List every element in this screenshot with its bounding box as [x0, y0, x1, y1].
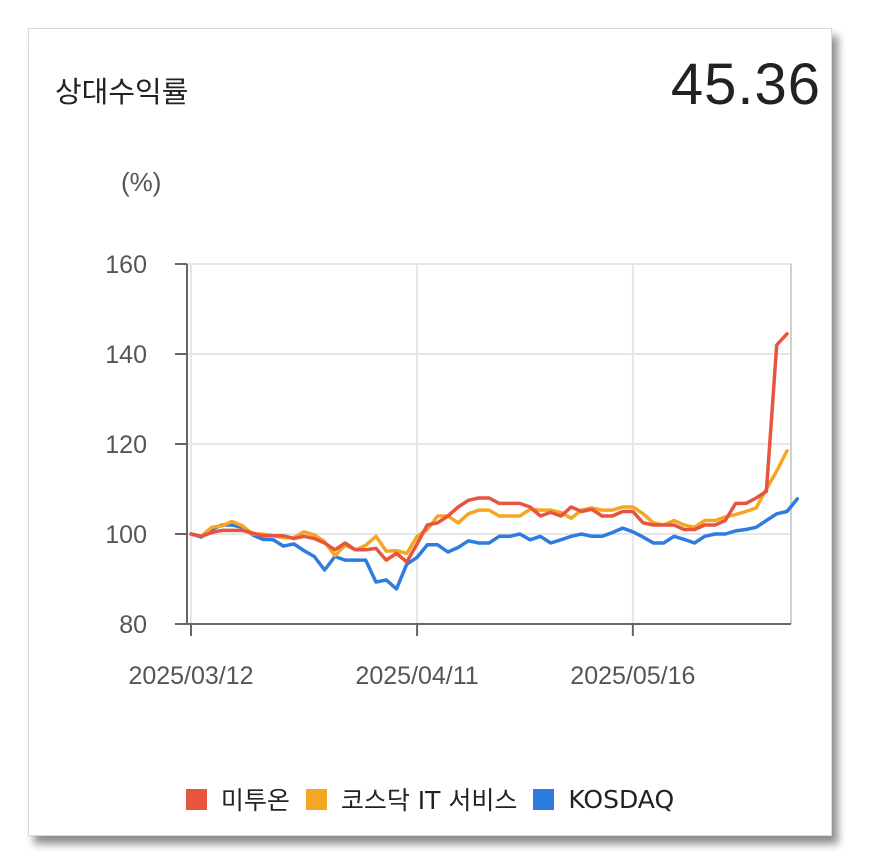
card-title: 상대수익률: [55, 75, 189, 109]
y-tick-label: 80: [119, 611, 147, 639]
legend-swatch: [533, 788, 555, 810]
y-tick-label: 100: [105, 521, 147, 549]
legend-label: KOSDAQ: [568, 784, 675, 814]
x-tick-label: 2025/03/12: [128, 662, 253, 690]
legend-item-2[interactable]: KOSDAQ: [533, 785, 674, 814]
y-tick-label: 120: [105, 431, 147, 459]
legend-swatch: [305, 788, 327, 810]
legend-swatch: [185, 788, 207, 810]
line-chart: (%) 80 100 120 140 160 2025/03/12 2025/04/11 202…: [105, 167, 800, 690]
x-tick-label: 2025/05/16: [570, 662, 695, 690]
legend-item-1[interactable]: 코스닥 IT 서비스: [305, 781, 518, 817]
legend-item-0[interactable]: 미투온: [185, 781, 290, 817]
y-tick-label: 140: [105, 341, 147, 369]
return-value: 45.36: [670, 52, 821, 117]
y-unit-label: (%): [121, 167, 161, 197]
relative-return-card: 상대수익률 45.36 (%) 80 100 120 140 160 2025/03/12 2…: [28, 28, 832, 836]
series-line-0: [189, 332, 789, 564]
legend: 미투온 코스닥 IT 서비스 KOSDAQ: [29, 781, 831, 817]
y-tick-label: 160: [105, 251, 147, 279]
legend-label: 코스닥 IT 서비스: [340, 786, 518, 815]
x-tick-label: 2025/04/11: [355, 662, 478, 690]
legend-label: 미투온: [220, 786, 290, 815]
series-line-2: [189, 497, 800, 591]
